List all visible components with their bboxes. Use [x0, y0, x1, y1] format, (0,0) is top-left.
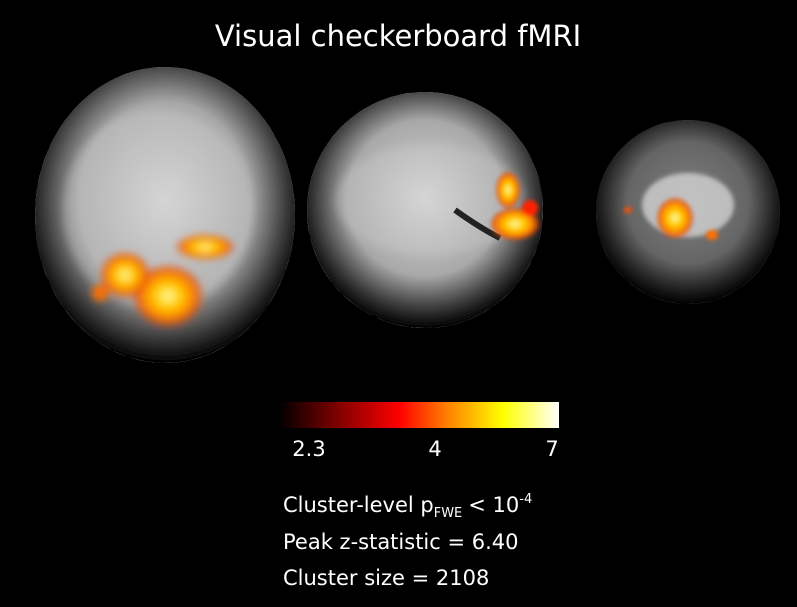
stat-line: Cluster-level pFWE < 10-4	[283, 492, 532, 521]
subscript: FWE	[434, 506, 463, 521]
colorbar-label: 4	[428, 437, 441, 461]
colorbar-label: 2.3	[292, 437, 325, 461]
colorbar	[279, 402, 559, 428]
stat-text: < 10	[468, 493, 519, 517]
sagittal-slice	[307, 92, 543, 328]
stat-text: Cluster-level p	[283, 493, 434, 517]
coronal-slice	[35, 67, 295, 363]
stat-line: Peak z-statistic = 6.40	[283, 530, 519, 554]
superscript: -4	[519, 492, 532, 507]
axial-slice	[596, 120, 780, 304]
stat-line: Cluster size = 2108	[283, 566, 489, 590]
title: Visual checkerboard fMRI	[215, 19, 581, 53]
colorbar-label: 7	[545, 437, 558, 461]
